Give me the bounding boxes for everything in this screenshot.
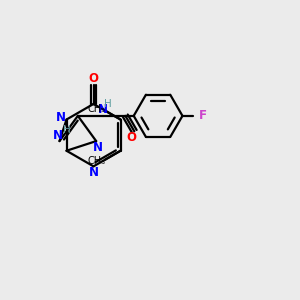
- Text: CH₃: CH₃: [88, 156, 106, 166]
- Text: N: N: [93, 140, 103, 154]
- Text: N: N: [53, 129, 63, 142]
- Text: N: N: [88, 167, 98, 179]
- Text: O: O: [126, 131, 136, 144]
- Text: CH₃: CH₃: [88, 104, 106, 114]
- Text: N: N: [56, 111, 66, 124]
- Text: H: H: [63, 125, 71, 135]
- Text: N: N: [98, 103, 108, 116]
- Text: O: O: [88, 72, 98, 85]
- Text: F: F: [199, 110, 207, 122]
- Text: H: H: [104, 99, 112, 109]
